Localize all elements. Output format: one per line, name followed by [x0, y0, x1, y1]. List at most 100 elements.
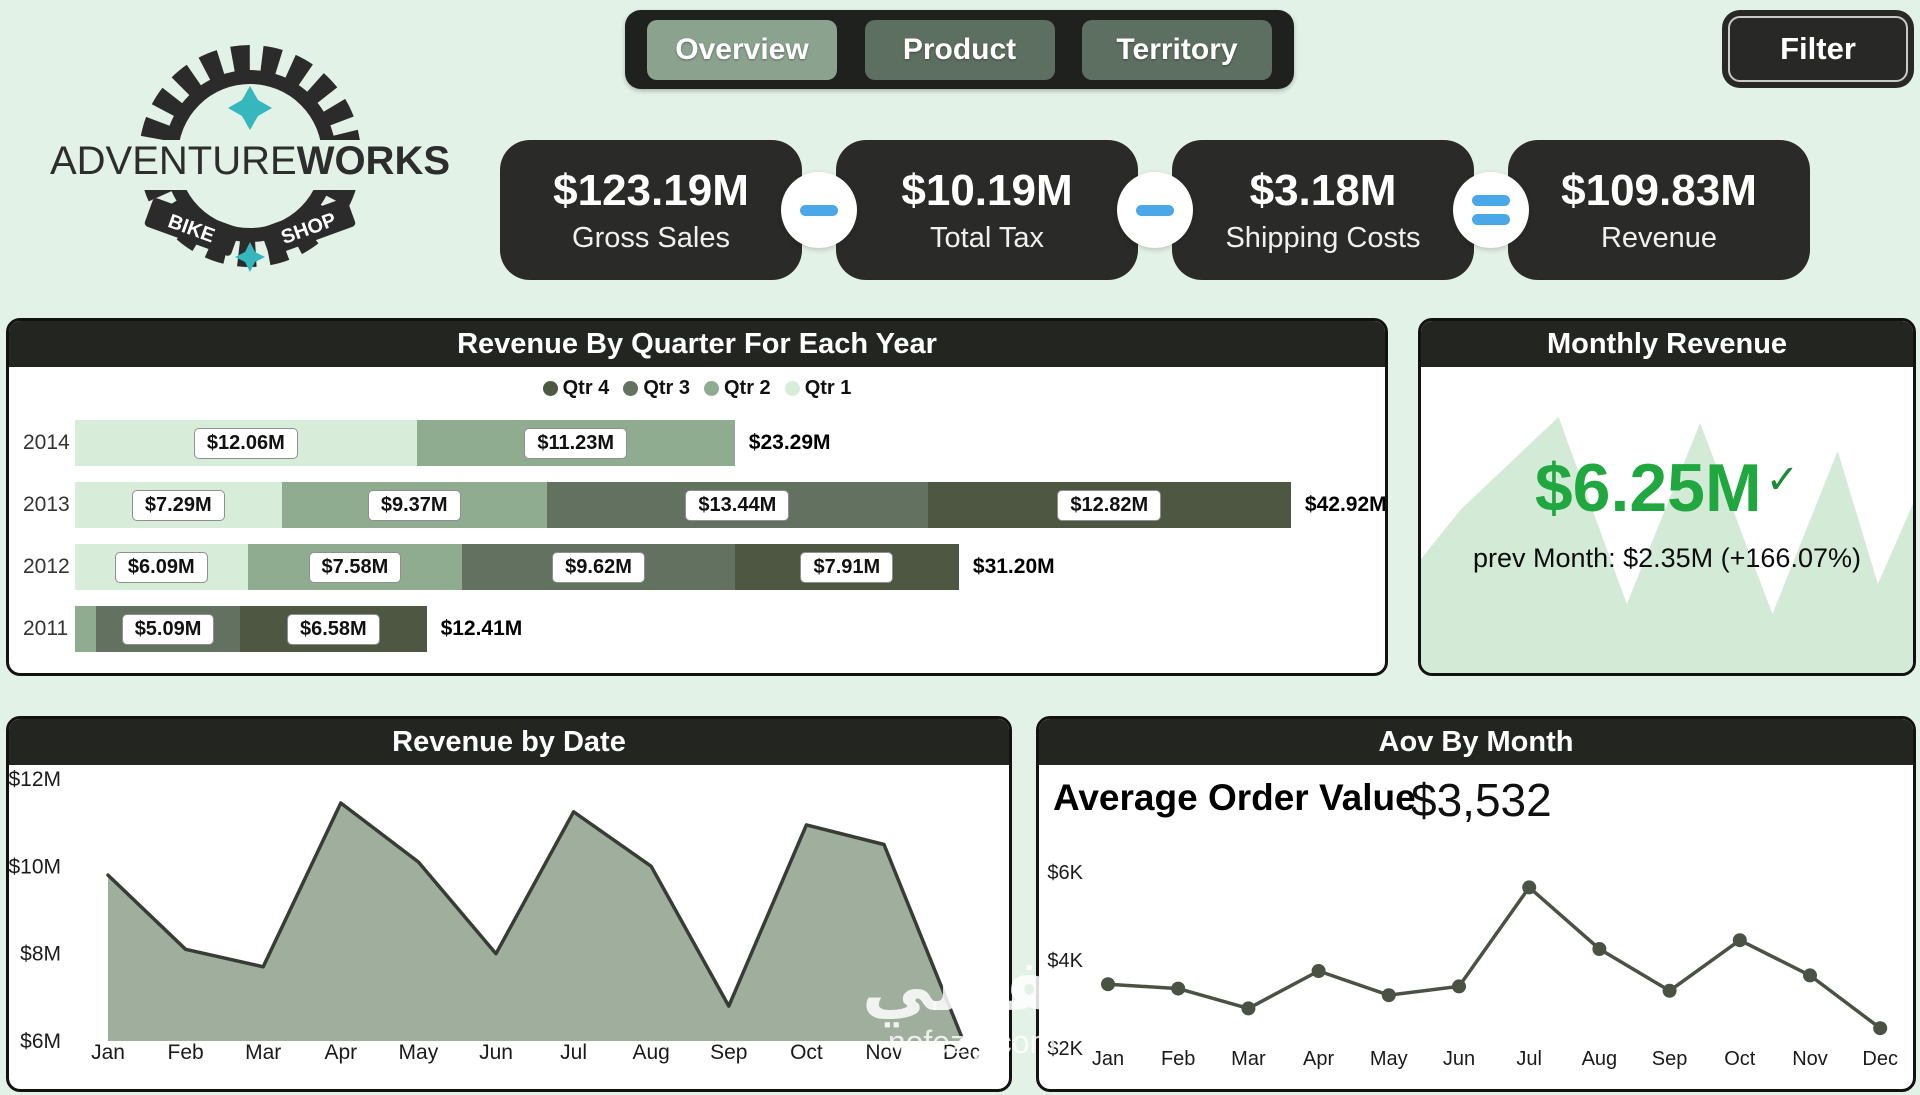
star-icon-small — [235, 242, 265, 272]
kpi-label: Shipping Costs — [1225, 221, 1421, 254]
bar-segment[interactable]: $12.82M — [927, 482, 1291, 528]
data-point[interactable] — [1101, 977, 1115, 992]
minus-icon — [1117, 172, 1193, 248]
x-axis-tick: Feb — [168, 1041, 204, 1064]
x-axis-tick: May — [399, 1041, 439, 1064]
aov-line[interactable] — [1106, 885, 1882, 1030]
bar-segment[interactable]: $9.62M — [462, 544, 735, 590]
data-point[interactable] — [1592, 942, 1607, 956]
bar-segment[interactable]: $9.37M — [281, 482, 547, 528]
segment-value-pill: $11.23M — [524, 427, 628, 459]
logo-text-band — [102, 140, 398, 190]
revenue-area[interactable] — [108, 803, 962, 1041]
y-axis-tick: $4K — [1047, 950, 1083, 972]
legend-item[interactable]: Qtr 1 — [784, 377, 851, 400]
x-axis-tick: Dec — [943, 1041, 980, 1064]
legend-label: Qtr 3 — [643, 377, 690, 399]
year-row: 2012 $6.09M $7.58M $9.62M $7.91M $31.20M — [9, 536, 1385, 598]
x-axis-tick: Mar — [1231, 1048, 1266, 1070]
quarter-bars: 2014 $12.06M $11.23M $23.29M 2013 $7.29M $9.37… — [9, 412, 1385, 660]
y-axis-tick: $12M — [9, 768, 61, 791]
bar-segment[interactable]: $6.09M — [75, 544, 248, 590]
aov-subtitle: Average Order Value — [1053, 777, 1416, 818]
data-point[interactable] — [1452, 979, 1466, 994]
legend-item[interactable]: Qtr 2 — [704, 377, 771, 400]
x-axis-tick: Jan — [1092, 1048, 1124, 1070]
segment-value-pill: $6.09M — [114, 551, 208, 583]
bar-segment[interactable]: $7.29M — [75, 482, 282, 528]
year-row: 2011 $5.09M $6.58M $12.41M — [9, 598, 1385, 660]
filter-button-label: Filter — [1728, 16, 1908, 82]
legend-dot — [542, 381, 558, 396]
tab-product[interactable]: Product — [864, 19, 1055, 80]
bar-segment[interactable]: $6.58M — [240, 606, 427, 652]
y-axis-tick: $10M — [9, 855, 61, 878]
data-point[interactable] — [1873, 1021, 1888, 1036]
bar-track: $6.09M $7.58M $9.62M $7.91M $31.20M — [75, 544, 1385, 590]
monthly-revenue-note: prev Month: $2.35M (+166.07%) — [1473, 543, 1861, 573]
row-total: $23.29M — [748, 431, 831, 454]
bar-segment[interactable]: $7.58M — [247, 544, 463, 590]
y-axis-tick: $8M — [20, 943, 61, 966]
kpi-card-total-tax: $10.19M Total Tax — [836, 140, 1138, 280]
segment-value-pill: $12.06M — [193, 427, 298, 459]
segment-value-pill: $13.44M — [685, 489, 790, 521]
kpi-card-gross-sales: $123.19M Gross Sales — [500, 140, 802, 280]
bar-segment[interactable] — [75, 606, 96, 652]
bar-track: $5.09M $6.58M $12.41M — [75, 606, 1385, 652]
panel-title: Aov By Month — [1039, 719, 1913, 765]
data-point[interactable] — [1732, 933, 1747, 948]
x-axis-tick: Sep — [710, 1041, 747, 1064]
year-label: 2011 — [23, 617, 69, 640]
x-axis-tick: Sep — [1652, 1048, 1688, 1070]
kpi-value: $3.18M — [1249, 165, 1397, 215]
bar-segment[interactable]: $7.91M — [734, 544, 959, 590]
tab-territory[interactable]: Territory — [1082, 19, 1272, 80]
monthly-revenue-panel: Monthly Revenue $6.25M ✓ prev Month: $2.3… — [1418, 318, 1916, 676]
filter-button[interactable]: Filter — [1722, 10, 1914, 88]
data-point[interactable] — [1241, 1001, 1256, 1016]
legend-item[interactable]: Qtr 3 — [623, 377, 690, 400]
data-point[interactable] — [1311, 964, 1326, 978]
quarter-legend: Qtr 4 Qtr 3 Qtr 2 Qtr 1 — [9, 377, 1385, 400]
legend-dot — [623, 381, 639, 396]
revenue-area-outline — [106, 801, 964, 1039]
row-total: $31.20M — [972, 555, 1055, 578]
y-axis-tick: $2K — [1047, 1038, 1083, 1060]
kpi-value: $10.19M — [901, 165, 1073, 215]
kpi-label: Gross Sales — [572, 221, 730, 254]
x-axis-tick: Mar — [245, 1041, 281, 1064]
year-label: 2013 — [23, 493, 70, 516]
kpi-value: $109.83M — [1561, 165, 1757, 215]
y-axis-tick: $6K — [1047, 862, 1083, 884]
data-point[interactable] — [1381, 988, 1396, 1003]
x-axis-tick: Jun — [479, 1041, 513, 1064]
segment-value-pill: $5.09M — [121, 613, 215, 645]
data-point[interactable] — [1171, 981, 1186, 996]
bar-segment[interactable]: $13.44M — [546, 482, 928, 528]
bar-segment[interactable]: $5.09M — [95, 606, 241, 652]
legend-label: Qtr 4 — [562, 377, 610, 399]
bar-segment[interactable]: $11.23M — [416, 420, 735, 466]
legend-item[interactable]: Qtr 4 — [542, 377, 610, 400]
x-axis-tick: Apr — [324, 1041, 357, 1064]
check-icon: ✓ — [1765, 458, 1800, 502]
view-tabs: Overview Product Territory — [625, 10, 1294, 89]
data-point[interactable] — [1662, 983, 1677, 998]
data-point[interactable] — [1803, 968, 1817, 983]
equals-icon — [1453, 172, 1529, 248]
aov-value: $3,532 — [1411, 774, 1552, 826]
kpi-card-shipping-costs: $3.18M Shipping Costs — [1172, 140, 1474, 280]
x-axis-tick: May — [1370, 1048, 1408, 1070]
year-row: 2014 $12.06M $11.23M $23.29M — [9, 412, 1385, 474]
bar-segment[interactable]: $12.06M — [75, 420, 417, 466]
x-axis-tick: Aug — [1582, 1048, 1618, 1070]
revenue-by-quarter-panel: Revenue By Quarter For Each Year Qtr 4 Qt… — [6, 318, 1388, 676]
segment-value-pill: $7.29M — [131, 489, 225, 521]
segment-value-pill: $12.82M — [1057, 489, 1162, 521]
data-point[interactable] — [1522, 880, 1537, 895]
bar-track: $12.06M $11.23M $23.29M — [75, 420, 1385, 466]
aov-by-month-panel: Aov By Month Average Order Value $3,532 … — [1036, 716, 1916, 1092]
tab-overview[interactable]: Overview — [647, 19, 837, 80]
